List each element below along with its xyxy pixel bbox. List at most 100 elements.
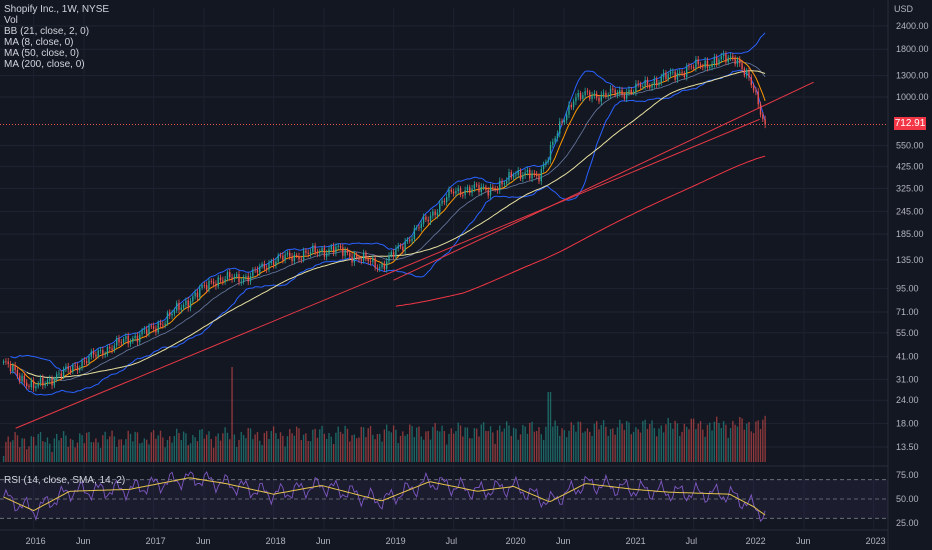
volume-bar xyxy=(614,434,616,462)
volume-bar xyxy=(286,436,289,462)
candle-body xyxy=(455,191,457,194)
candle-body xyxy=(434,211,436,216)
rsi-line xyxy=(3,471,766,523)
rsi-legend[interactable]: RSI (14, close, SMA, 14, 2) xyxy=(4,475,126,486)
volume-bar xyxy=(60,437,62,462)
candle-body xyxy=(115,338,118,346)
candle-body xyxy=(83,360,86,362)
volume-bar xyxy=(346,428,349,462)
price-tick-label: 1000.00 xyxy=(896,92,929,102)
volume-bar xyxy=(471,438,473,462)
candle-body xyxy=(259,266,261,273)
candle-body xyxy=(655,79,658,86)
volume-bar xyxy=(755,421,757,462)
volume-bar xyxy=(595,421,598,462)
volume-bar xyxy=(383,429,386,462)
candle-body xyxy=(229,272,231,278)
candle-body xyxy=(55,374,58,380)
candle-body xyxy=(182,304,185,308)
volume-bar xyxy=(289,429,291,462)
candle-body xyxy=(487,190,489,196)
legend-vol[interactable]: Vol xyxy=(4,15,18,26)
volume-bar xyxy=(644,419,646,462)
candle-body xyxy=(226,272,229,280)
volume-bar xyxy=(722,421,725,462)
volume-bar xyxy=(319,429,321,462)
candle-body xyxy=(554,138,556,142)
volume-bar xyxy=(95,438,97,462)
time-tick-label: 2018 xyxy=(266,536,286,546)
volume-bar xyxy=(166,439,169,462)
last-price-tag: 712.91 xyxy=(894,117,926,130)
candle-body xyxy=(591,95,593,99)
volume-bar xyxy=(464,427,466,462)
candle-body xyxy=(159,322,162,325)
candle-body xyxy=(28,386,30,388)
volume-bar xyxy=(482,422,485,462)
candle-body xyxy=(385,261,388,269)
volume-bar xyxy=(759,428,762,462)
candle-body xyxy=(185,300,187,305)
volume-bar xyxy=(579,421,582,462)
volume-bar xyxy=(582,432,584,462)
volume-bar xyxy=(76,442,79,462)
volume-bar xyxy=(272,426,275,462)
candle-body xyxy=(649,85,651,88)
volume-bar xyxy=(427,431,429,462)
volume-bar xyxy=(512,427,515,462)
volume-bar xyxy=(358,437,360,462)
bb-upper xyxy=(10,32,766,372)
volume-bar xyxy=(487,431,489,462)
volume-bar xyxy=(254,434,256,462)
candle-body xyxy=(369,261,372,262)
candle-body xyxy=(353,254,356,263)
candle-body xyxy=(286,252,289,255)
volume-bar xyxy=(238,439,240,462)
candle-body xyxy=(644,79,646,87)
candle-body xyxy=(478,185,480,192)
rsi-sma-line xyxy=(3,477,766,516)
candle-body xyxy=(316,252,319,254)
legend-ma200[interactable]: MA (200, close, 0) xyxy=(4,59,85,70)
volume-bar xyxy=(369,425,372,462)
price-tick-label: 55.00 xyxy=(896,328,919,338)
candle-body xyxy=(653,79,656,86)
currency-label: USD xyxy=(894,4,914,14)
candle-body xyxy=(411,238,413,241)
volume-bar xyxy=(162,437,164,462)
price-tick-label: 325.00 xyxy=(896,183,924,193)
time-axis[interactable]: 2016 Jun 2017 Jun 2018 Jun 2019 Jul 2020 Jun 2021 J… xyxy=(26,536,886,546)
legend-bb[interactable]: BB (21, close, 2, 0) xyxy=(4,26,90,37)
volume-bar xyxy=(314,428,316,462)
candle-body xyxy=(586,91,589,93)
volume-bar xyxy=(646,428,649,462)
volume-bar xyxy=(222,433,224,462)
candle-body xyxy=(575,96,577,102)
volume-bar xyxy=(353,434,356,462)
volume-bar xyxy=(337,426,339,462)
legend-ma8[interactable]: MA (8, close, 0) xyxy=(4,37,74,48)
candle-body xyxy=(210,280,212,282)
volume-bar xyxy=(662,432,665,462)
time-tick-label: 2021 xyxy=(626,536,646,546)
candle-body xyxy=(14,365,16,370)
price-axis[interactable]: 2400.00 1800.00 1300.00 1000.00 550.00 425.00… xyxy=(896,21,929,528)
candle-body xyxy=(429,215,432,222)
volume-bar xyxy=(245,438,247,462)
volume-bar xyxy=(109,436,111,462)
volume-bar xyxy=(676,423,679,462)
time-tick-label: 2023 xyxy=(866,536,886,546)
volume-bar xyxy=(279,432,282,462)
legend-ma50[interactable]: MA (50, close, 0) xyxy=(4,48,80,59)
volume-bar xyxy=(535,431,538,462)
candle-body xyxy=(395,248,397,257)
candle-body xyxy=(192,296,194,302)
volume-bar xyxy=(208,431,210,462)
candle-body xyxy=(679,72,681,74)
volume-bar xyxy=(349,441,351,462)
candle-body xyxy=(466,187,469,191)
volume-bar xyxy=(79,433,81,462)
volume-bar xyxy=(549,392,552,462)
volume-bar xyxy=(515,428,517,462)
